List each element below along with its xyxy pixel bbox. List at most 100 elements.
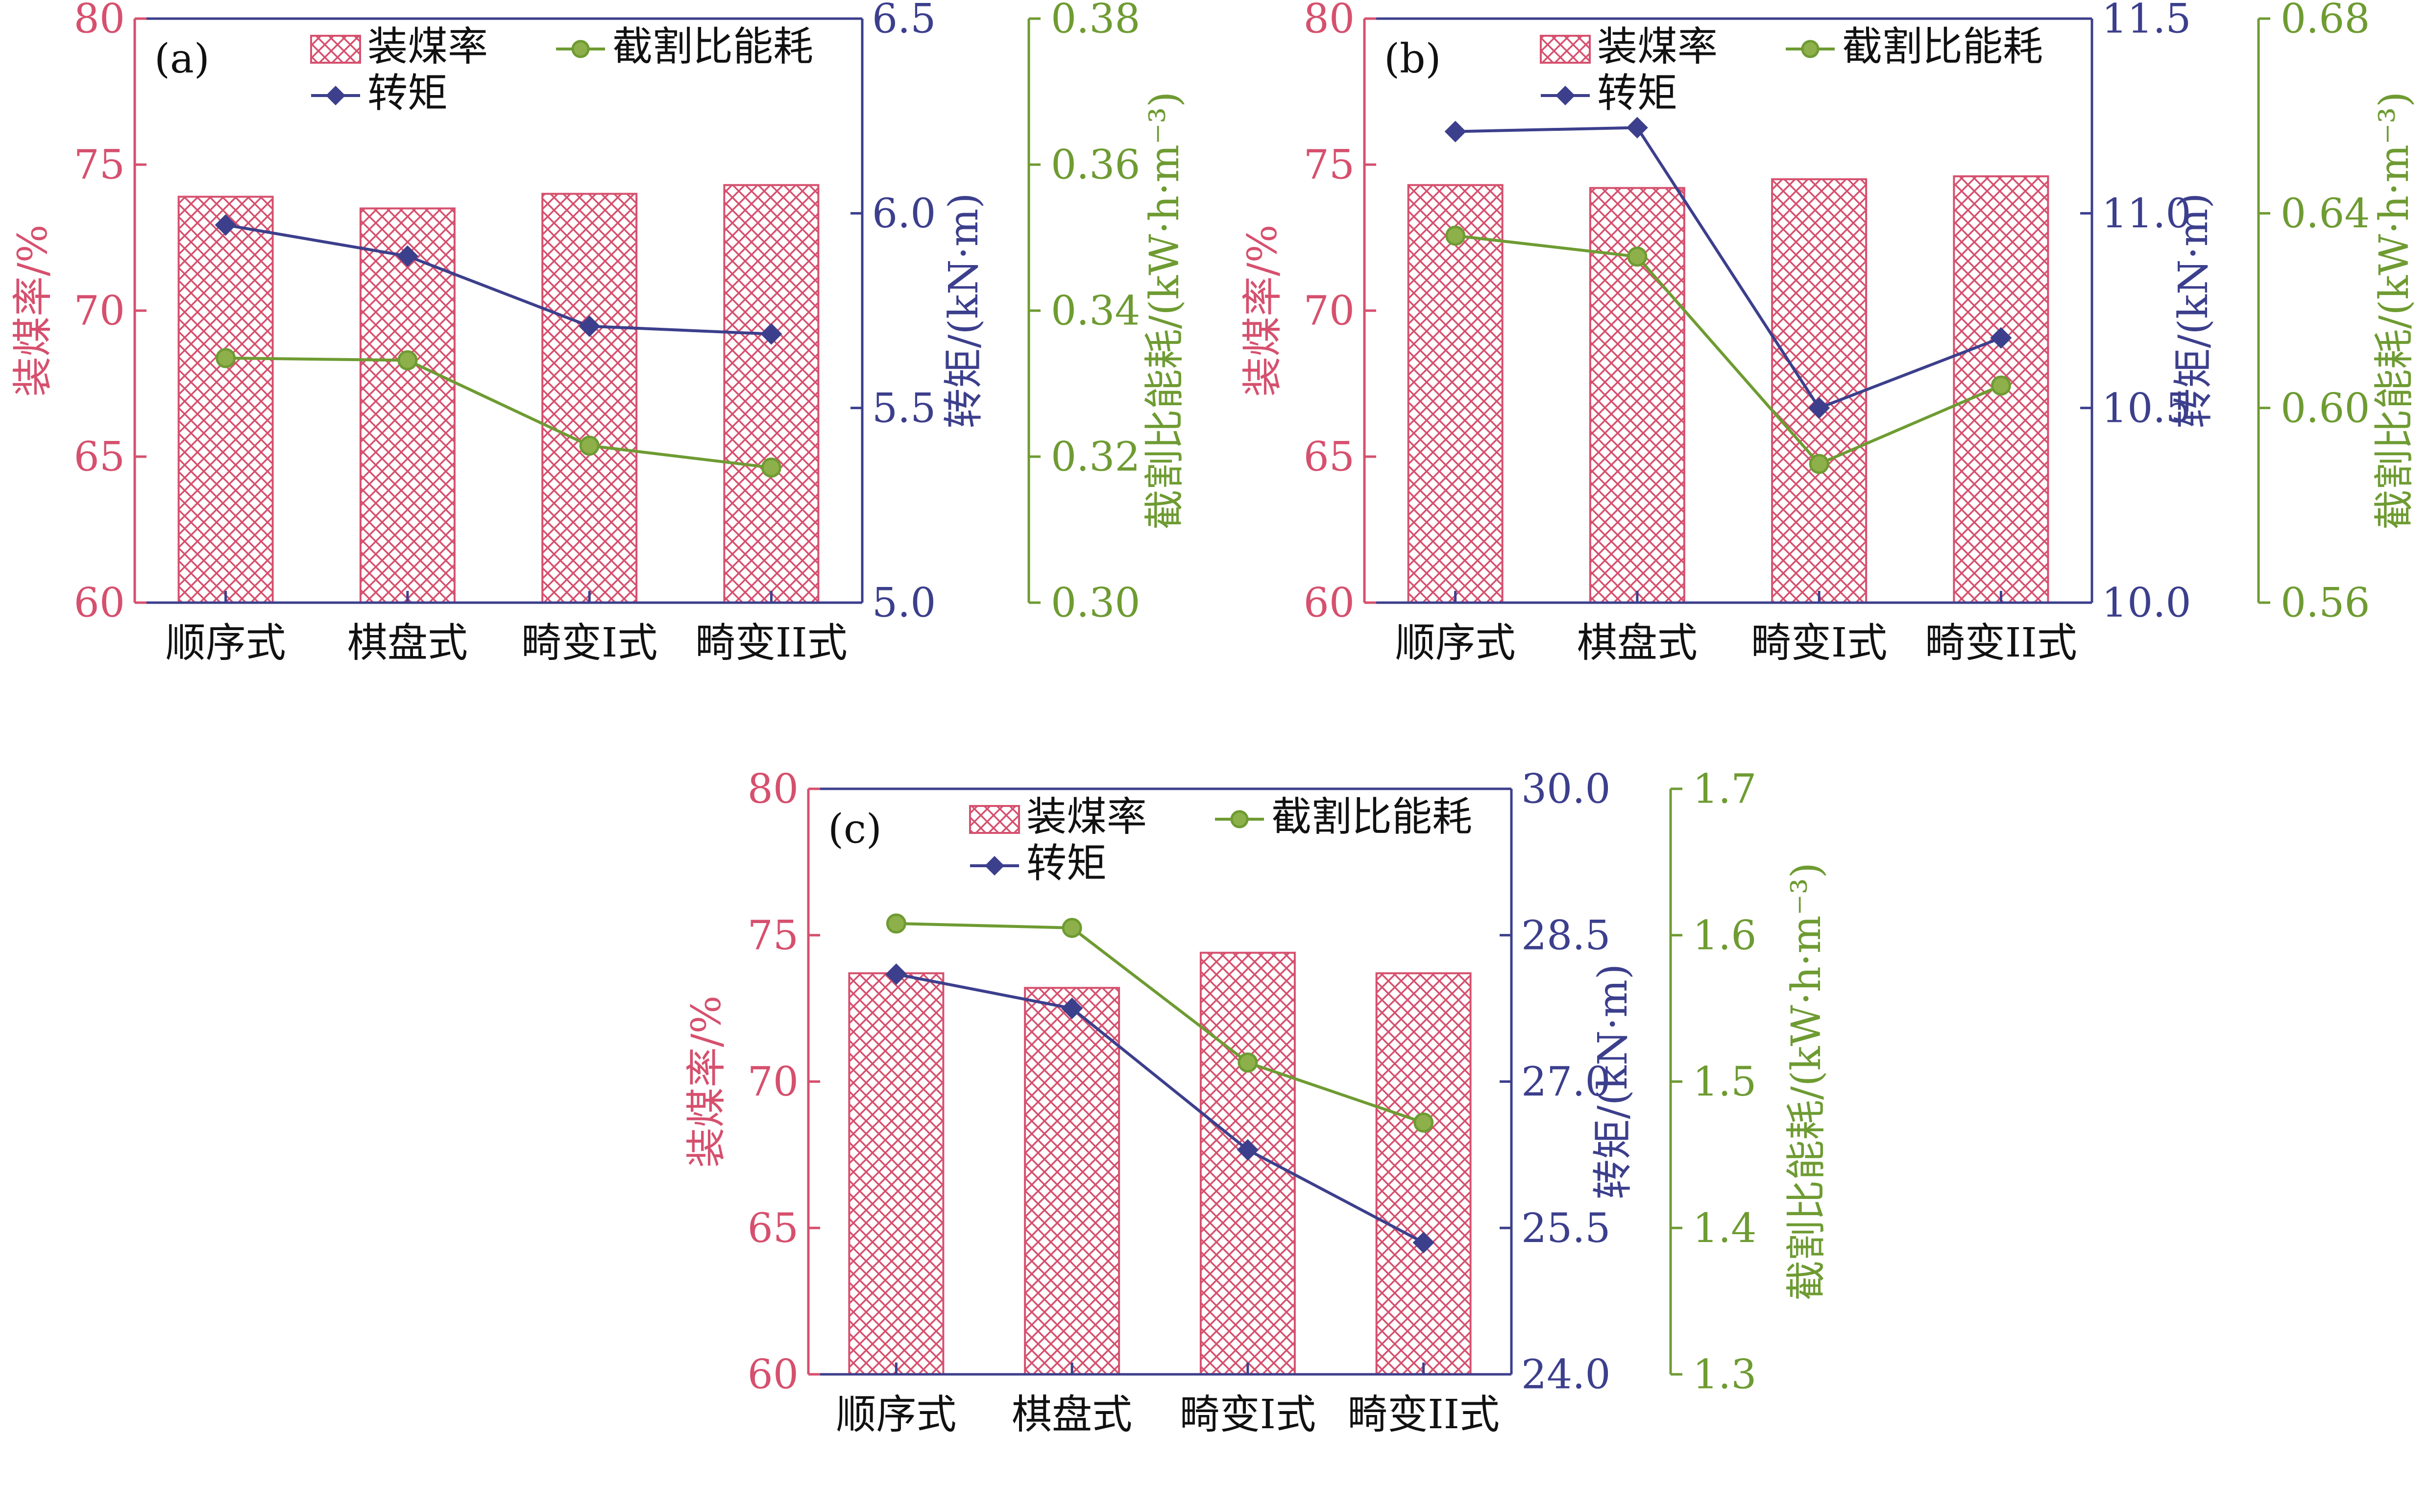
panel-label: (a) bbox=[154, 36, 210, 82]
legend-label-loading: 装煤率 bbox=[1597, 24, 1718, 70]
category-label: 棋盘式 bbox=[1012, 1391, 1132, 1438]
bar-loading-rate bbox=[541, 193, 638, 604]
point-energy bbox=[1062, 918, 1082, 938]
point-energy bbox=[216, 348, 236, 368]
tick-label-left: 65 bbox=[74, 434, 125, 481]
bar-loading-rate bbox=[1199, 951, 1296, 1375]
category-label: 棋盘式 bbox=[347, 620, 468, 666]
point-torque bbox=[579, 315, 601, 337]
legend-marker-energy bbox=[1801, 40, 1820, 58]
point-torque bbox=[1444, 121, 1466, 143]
legend-label-loading: 装煤率 bbox=[1026, 794, 1147, 840]
legend-swatch-loading bbox=[310, 35, 361, 64]
legend-label-torque: 转矩 bbox=[1026, 840, 1107, 887]
legend-marker-energy bbox=[1230, 810, 1249, 829]
category-label: 畸变I式 bbox=[1180, 1391, 1316, 1438]
tick-label-energy: 1.5 bbox=[1693, 1059, 1756, 1105]
panel-label: (c) bbox=[828, 806, 882, 853]
category-label: 顺序式 bbox=[836, 1391, 956, 1438]
point-energy bbox=[1809, 454, 1829, 474]
point-torque bbox=[885, 963, 907, 985]
point-energy bbox=[1627, 246, 1648, 267]
bar-loading-rate bbox=[848, 972, 945, 1376]
chart-panel-1: 60 65 70 75 80 5.0 5.5 6.0 6.5 0.30 0.32 0.34 0.36 0.… bbox=[10, 0, 1188, 666]
category-label: 畸变II式 bbox=[1925, 620, 2077, 666]
category-label: 棋盘式 bbox=[1577, 620, 1698, 666]
tick-label-left: 60 bbox=[74, 580, 125, 627]
point-torque bbox=[1237, 1139, 1259, 1161]
legend-marker-energy bbox=[571, 40, 590, 58]
point-torque bbox=[760, 323, 782, 345]
axis-title-left: 装煤率/% bbox=[10, 224, 56, 397]
legend-label-torque: 转矩 bbox=[367, 70, 448, 117]
axis-title-energy: 截割比能耗/(kW·h·m⁻³) bbox=[1783, 862, 1830, 1300]
legend-label-energy: 截割比能耗 bbox=[1842, 24, 2043, 70]
tick-label-energy: 0.38 bbox=[1051, 0, 1141, 43]
legend-marker-torque bbox=[326, 86, 345, 105]
line-torque bbox=[225, 223, 772, 336]
axis-title-left: 装煤率/% bbox=[1239, 224, 1286, 397]
legend-label-torque: 转矩 bbox=[1597, 70, 1677, 117]
tick-label-energy: 0.56 bbox=[2281, 580, 2370, 627]
tick-label-torque: 27.0 bbox=[1521, 1059, 1611, 1105]
point-energy bbox=[1238, 1052, 1258, 1073]
point-torque bbox=[1061, 998, 1083, 1020]
axis-title-torque: 转矩/(kN·m) bbox=[2170, 193, 2217, 429]
axis-title-energy: 截割比能耗/(kW·h·m⁻³) bbox=[1142, 92, 1188, 530]
point-energy bbox=[761, 457, 781, 478]
tick-label-torque: 28.5 bbox=[1521, 912, 1611, 959]
bar-loading-rate bbox=[1375, 972, 1472, 1376]
category-label: 畸变I式 bbox=[521, 620, 657, 666]
point-torque bbox=[1412, 1232, 1434, 1254]
tick-label-torque: 30.0 bbox=[1521, 766, 1611, 813]
tick-label-torque: 11.0 bbox=[2102, 191, 2191, 237]
legend-label-loading: 装煤率 bbox=[367, 24, 488, 70]
tick-label-left: 70 bbox=[1304, 288, 1355, 335]
tick-label-torque: 25.5 bbox=[1521, 1205, 1611, 1252]
category-label: 畸变I式 bbox=[1751, 620, 1887, 666]
bar-loading-rate bbox=[359, 207, 456, 604]
tick-label-left: 80 bbox=[74, 0, 125, 43]
legend-marker-torque bbox=[1555, 86, 1575, 105]
tick-label-left: 75 bbox=[1304, 142, 1355, 189]
tick-label-energy: 1.7 bbox=[1693, 766, 1756, 813]
category-label: 顺序式 bbox=[1395, 620, 1516, 666]
axis-title-energy: 截割比能耗/(kW·h·m⁻³) bbox=[2371, 92, 2418, 530]
point-torque bbox=[1808, 397, 1830, 419]
tick-label-torque: 24.0 bbox=[1521, 1352, 1611, 1398]
tick-label-torque: 6.0 bbox=[872, 191, 936, 237]
tick-label-energy: 0.36 bbox=[1051, 142, 1141, 189]
axis-title-left: 装煤率/% bbox=[683, 996, 730, 1168]
point-energy bbox=[886, 913, 906, 934]
tick-label-left: 60 bbox=[748, 1352, 799, 1398]
tick-label-left: 60 bbox=[1304, 580, 1355, 627]
line-torque bbox=[896, 973, 1425, 1244]
axis-title-torque: 转矩/(kN·m) bbox=[941, 193, 987, 429]
line-energy bbox=[896, 922, 1424, 1124]
bar-loading-rate bbox=[1771, 178, 1868, 604]
chart-panel-3: 60 65 70 75 80 24.0 25.5 27.0 28.5 30.0 1.3 1.4 1.5 1… bbox=[683, 766, 1830, 1438]
legend-swatch-loading bbox=[969, 805, 1020, 834]
tick-label-energy: 0.30 bbox=[1051, 580, 1141, 627]
tick-label-energy: 0.32 bbox=[1051, 434, 1141, 481]
tick-label-torque: 5.0 bbox=[872, 580, 936, 627]
legend-label-energy: 截割比能耗 bbox=[1271, 794, 1472, 840]
point-torque bbox=[215, 214, 237, 236]
tick-label-torque: 11.5 bbox=[2102, 0, 2191, 43]
legend-label-energy: 截割比能耗 bbox=[612, 24, 813, 70]
tick-label-torque: 10.5 bbox=[2102, 385, 2191, 432]
tick-label-torque: 6.5 bbox=[872, 0, 936, 43]
tick-label-left: 80 bbox=[1304, 0, 1355, 43]
tick-label-left: 80 bbox=[748, 766, 799, 813]
point-torque bbox=[1990, 327, 2012, 349]
tick-label-energy: 0.68 bbox=[2281, 0, 2370, 43]
tick-label-energy: 0.60 bbox=[2281, 385, 2370, 432]
point-torque bbox=[1626, 117, 1648, 139]
tick-label-energy: 1.3 bbox=[1693, 1352, 1756, 1398]
tick-label-energy: 1.4 bbox=[1693, 1205, 1756, 1252]
panel-label: (b) bbox=[1384, 36, 1441, 82]
tick-label-torque: 10.0 bbox=[2102, 580, 2191, 627]
tick-label-energy: 0.34 bbox=[1051, 288, 1141, 335]
category-label: 畸变II式 bbox=[695, 620, 848, 666]
